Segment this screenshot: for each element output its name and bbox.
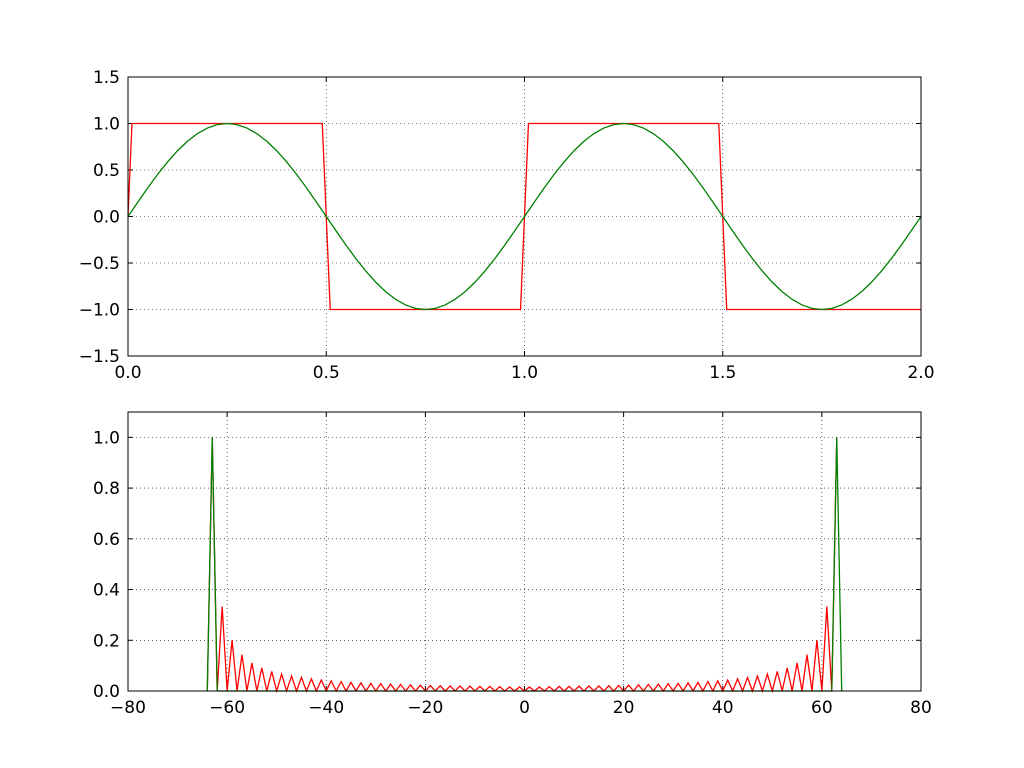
axes-frame <box>127 411 922 692</box>
x-tick-label: −60 <box>209 698 245 718</box>
x-tick-label: 2.0 <box>907 363 934 383</box>
x-tick-label: 0 <box>519 698 530 718</box>
line-series <box>127 122 922 311</box>
x-tick-label: −20 <box>407 698 443 718</box>
x-tick-label: 0.0 <box>114 363 141 383</box>
y-tick-label: 0.8 <box>93 479 120 499</box>
y-tick-label: 1.0 <box>93 428 120 448</box>
line-series <box>127 122 921 311</box>
x-tick-label: 80 <box>910 698 932 718</box>
x-tick-label: 40 <box>712 698 734 718</box>
plot-area <box>128 412 921 691</box>
y-tick-label: 0.0 <box>93 208 120 228</box>
x-tick-label: −40 <box>308 698 344 718</box>
y-tick-label: 0.2 <box>93 631 120 651</box>
y-tick-label: −1.0 <box>79 301 120 321</box>
y-tick-label: 0.4 <box>93 581 120 601</box>
y-tick-label: −0.5 <box>79 254 120 274</box>
subplot: 0.0 0.2 0.4 0.6 0.8 1.0 −80 −60 −40 −20 0 20 40 60 80 <box>93 411 932 718</box>
axes-frame <box>127 76 922 357</box>
x-tick-label: 0.5 <box>313 363 340 383</box>
y-tick-label: 1.5 <box>93 68 120 88</box>
y-tick-label: 0.5 <box>93 161 120 181</box>
y-tick-label: 0.0 <box>93 682 120 702</box>
y-tick-label: 0.6 <box>93 530 120 550</box>
y-tick-label: 1.0 <box>93 115 120 135</box>
x-tick-label: 1.5 <box>709 363 736 383</box>
subplot: −1.5 −1.0 −0.5 0.0 0.5 1.0 1.5 0.0 0.5 1.0 1.5 2.0 <box>79 68 935 383</box>
y-tick-label: −1.5 <box>79 347 120 367</box>
x-tick-label: 1.0 <box>511 363 538 383</box>
line-series <box>206 437 838 694</box>
x-tick-label: 60 <box>811 698 833 718</box>
x-tick-label: 20 <box>613 698 635 718</box>
x-tick-label: −80 <box>110 698 146 718</box>
